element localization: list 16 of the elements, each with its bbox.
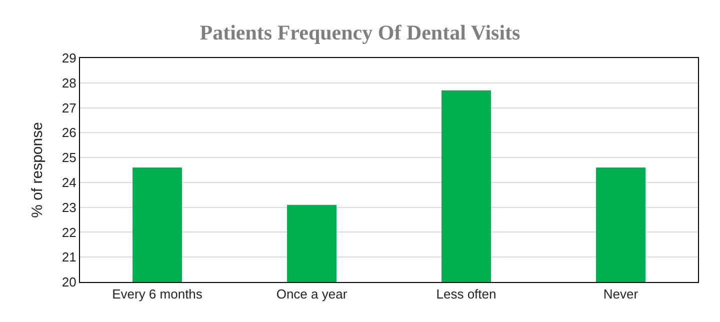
x-tick-label: Less often xyxy=(436,286,496,302)
y-axis-title: % of response xyxy=(29,122,46,218)
y-tick-label: 29 xyxy=(62,50,76,66)
y-tick-label: 26 xyxy=(62,125,76,140)
y-tick-label: 20 xyxy=(62,274,76,290)
y-tick-label: 28 xyxy=(62,75,76,90)
x-tick-label: Every 6 months xyxy=(112,286,203,302)
y-tick-label: 27 xyxy=(62,100,76,116)
y-tick-label: 24 xyxy=(62,174,76,190)
y-tick-label: 23 xyxy=(62,200,76,215)
y-tick-label: 22 xyxy=(62,224,76,240)
x-tick-label: Never xyxy=(603,286,639,302)
y-tick-label: 21 xyxy=(62,250,76,265)
chart-title: Patients Frequency Of Dental Visits xyxy=(200,20,520,45)
x-tick-label: Once a year xyxy=(276,286,348,302)
y-tick-label: 25 xyxy=(62,150,76,166)
